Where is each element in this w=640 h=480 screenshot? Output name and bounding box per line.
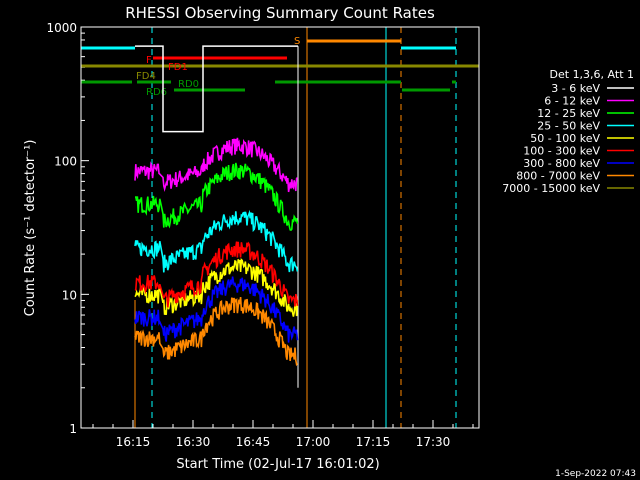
x-tick-label: 17:00	[296, 435, 331, 449]
legend-label: 7000 - 15000 keV	[502, 182, 600, 195]
x-tick-label: 16:45	[236, 435, 271, 449]
legend-label: 6 - 12 keV	[544, 95, 600, 108]
plot-frame	[80, 26, 480, 429]
timestamp: 1-Sep-2022 07:43	[555, 469, 636, 479]
legend-label: 800 - 7000 keV	[516, 170, 600, 183]
y-tick-label: 1000	[46, 21, 77, 35]
chart-title: RHESSI Observing Summary Count Rates	[125, 4, 435, 22]
legend-label: 12 - 25 keV	[537, 107, 600, 120]
series-line-6-12keV	[134, 137, 298, 193]
series-line-800-7000keV	[134, 297, 299, 367]
flag-label: RD6	[146, 87, 167, 98]
y-tick-label: 1	[69, 422, 77, 436]
x-tick-label: 16:15	[116, 435, 151, 449]
flag-label: FD1	[168, 62, 188, 73]
legend-title: Det 1,3,6, Att 1	[550, 68, 634, 81]
series-line-50-100keV	[134, 258, 299, 317]
flag-label: S	[294, 36, 300, 47]
series-line-100-300keV	[134, 241, 299, 308]
legend-label: 100 - 300 keV	[523, 145, 600, 158]
x-axis-label: Start Time (02-Jul-17 16:01:02)	[176, 457, 379, 472]
flag-label: F	[146, 55, 152, 66]
x-tick-label: 17:30	[416, 435, 451, 449]
x-tick-label: 16:30	[176, 435, 211, 449]
legend-label: 50 - 100 keV	[530, 132, 600, 145]
y-axis-label: Count Rate (s⁻¹ detector⁻¹)	[23, 140, 38, 317]
flag-label: RD0	[178, 79, 199, 90]
series-line-3-6keV	[135, 45, 298, 133]
legend-label: 25 - 50 keV	[537, 120, 600, 133]
series-line-300-800keV	[134, 276, 299, 343]
legend-label: 300 - 800 keV	[523, 157, 600, 170]
y-tick-label: 100	[54, 155, 77, 169]
legend-label: 3 - 6 keV	[551, 82, 600, 95]
y-tick-label: 10	[62, 288, 77, 302]
series-line-25-50keV	[134, 209, 299, 273]
x-tick-label: 17:15	[356, 435, 391, 449]
flag-label: FD4	[136, 71, 156, 82]
series-line-12-25keV	[135, 162, 299, 231]
